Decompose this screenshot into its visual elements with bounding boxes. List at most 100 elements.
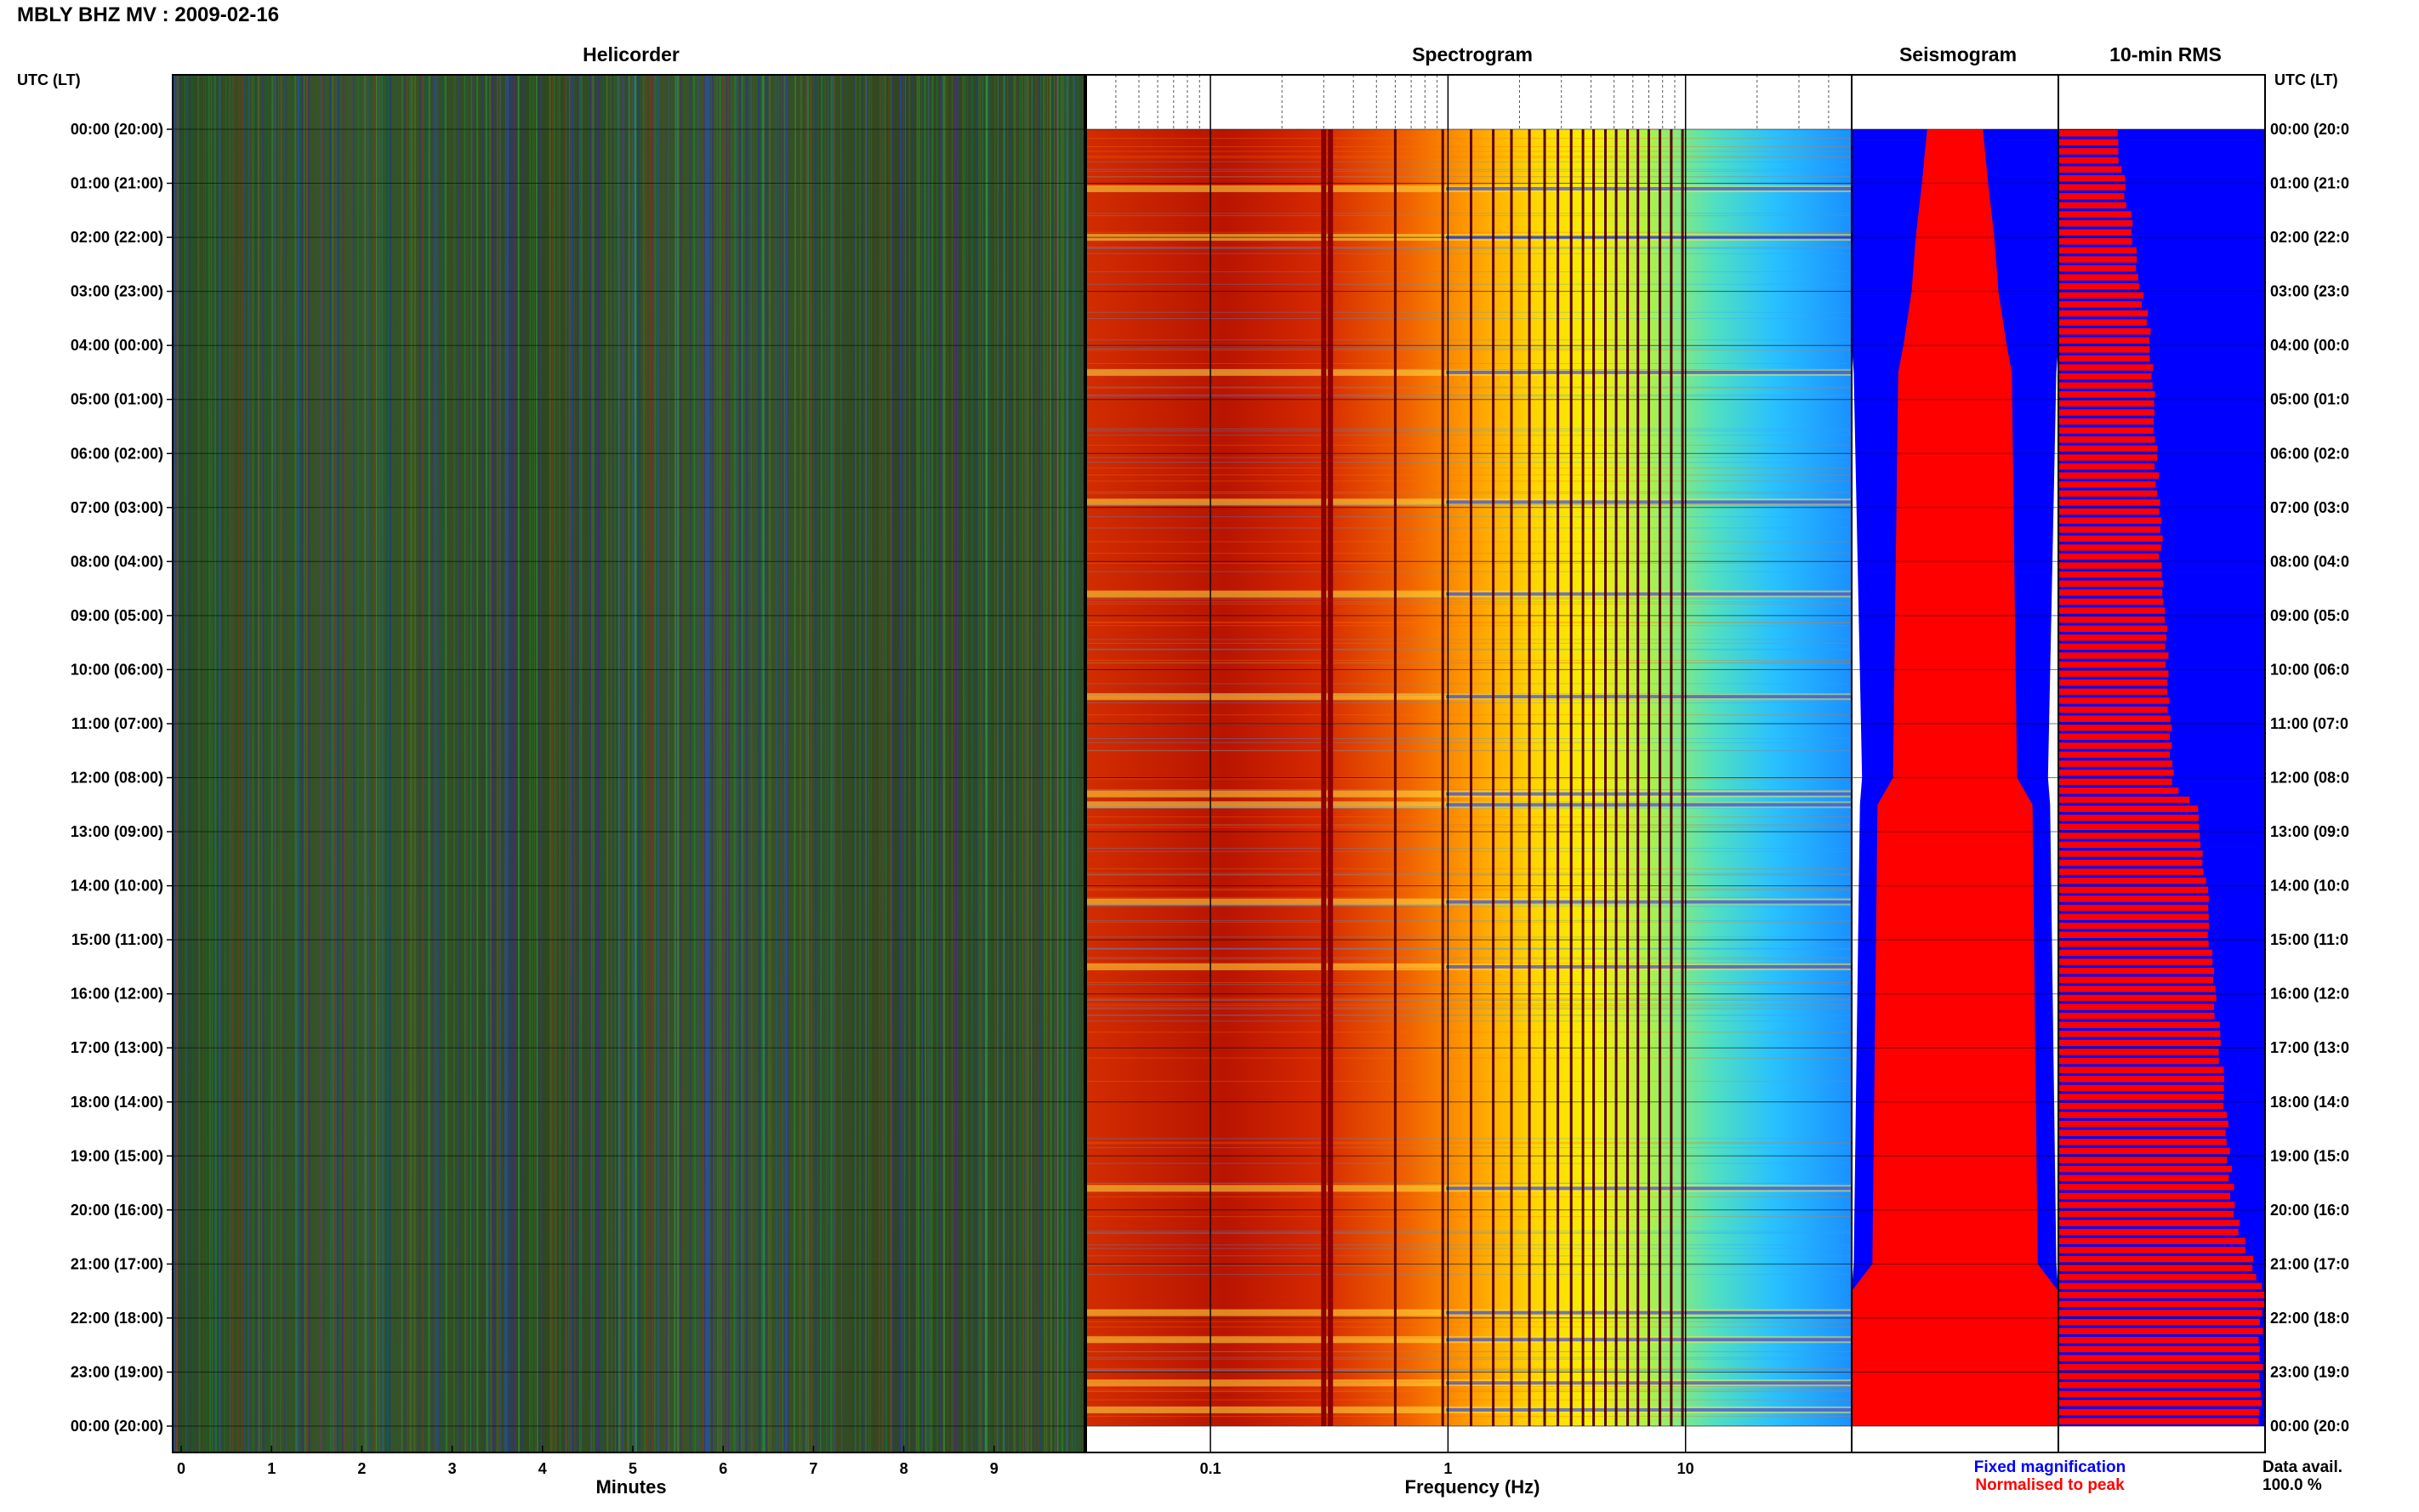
helicorder-trace	[750, 75, 753, 1452]
helicorder-trace	[882, 75, 885, 1452]
right-time-label: 14:00 (10:0	[2270, 878, 2349, 895]
helicorder-trace	[953, 75, 956, 1452]
rms-bar	[2058, 1102, 2223, 1110]
rms-bar	[2058, 823, 2200, 830]
rms-bar	[2058, 986, 2216, 992]
helicorder-trace	[590, 75, 594, 1452]
helicorder-trace	[707, 75, 710, 1452]
rms-bar	[2058, 580, 2164, 587]
helicorder-trace	[487, 75, 491, 1452]
helicorder-trace	[887, 75, 891, 1452]
rms-bar	[2058, 1049, 2219, 1055]
minutes-tick-label: 1	[267, 1460, 276, 1477]
rms-bar	[2058, 1057, 2219, 1065]
helicorder-trace	[470, 75, 472, 1452]
helicorder-trace	[214, 75, 217, 1452]
helicorder-trace	[726, 75, 730, 1452]
helicorder-trace	[555, 75, 559, 1452]
helicorder-trace	[409, 75, 413, 1452]
minutes-axis: 0 1 2 3 4 5 6 7 8 9	[177, 1446, 999, 1477]
helicorder-trace	[588, 75, 590, 1452]
helicorder-trace	[898, 75, 902, 1452]
helicorder-trace	[634, 75, 637, 1452]
rms-bar	[2058, 364, 2154, 371]
helicorder-trace	[955, 75, 959, 1452]
helicorder-trace	[819, 75, 822, 1452]
helicorder-trace	[1077, 75, 1079, 1452]
helicorder-trace	[782, 75, 785, 1452]
rms-bar	[2058, 1021, 2220, 1028]
helicorder-trace	[570, 75, 572, 1452]
rms-bar	[2058, 148, 2119, 155]
rms-bar	[2058, 1292, 2265, 1299]
helicorder-trace	[353, 75, 356, 1452]
helicorder-trace	[549, 75, 551, 1452]
helicorder-trace	[208, 75, 212, 1452]
helicorder-trace	[637, 75, 640, 1452]
helicorder-trace	[693, 75, 697, 1452]
helicorder-trace	[464, 75, 466, 1452]
helicorder-trace	[805, 75, 810, 1452]
helicorder-trace	[517, 75, 521, 1452]
helicorder-trace	[822, 75, 825, 1452]
helicorder-trace	[1038, 75, 1042, 1452]
helicorder-trace	[211, 75, 213, 1452]
left-time-label: 04:00 (00:00)	[71, 337, 163, 354]
helicorder-trace	[564, 75, 566, 1452]
rms-bar	[2058, 535, 2163, 543]
rms-bar	[2058, 796, 2190, 804]
rms-bar	[2058, 1382, 2261, 1389]
rms-bar	[2058, 958, 2213, 965]
rms-bar	[2058, 508, 2160, 515]
helicorder-trace	[580, 75, 583, 1452]
helicorder-trace	[1030, 75, 1033, 1452]
rms-bar	[2058, 1355, 2260, 1361]
helicorder-trace	[618, 75, 621, 1452]
helicorder-trace	[1032, 75, 1035, 1452]
helicorder-trace	[988, 75, 991, 1452]
helicorder-trace	[1080, 75, 1083, 1452]
rms-bar	[2058, 1111, 2227, 1118]
helicorder-trace	[225, 75, 228, 1452]
rms-bar	[2058, 859, 2203, 867]
right-time-label: 02:00 (22:0	[2270, 229, 2349, 246]
rms-bar	[2058, 841, 2200, 849]
helicorder-trace	[765, 75, 769, 1452]
helicorder-trace	[631, 75, 634, 1452]
helicorder-trace	[406, 75, 409, 1452]
helicorder-trace	[768, 75, 771, 1452]
helicorder-trace	[720, 75, 724, 1452]
helicorder-trace	[401, 75, 404, 1452]
rms-bar	[2058, 219, 2133, 227]
helicorder-trace	[760, 75, 762, 1452]
rms-bar	[2058, 319, 2147, 326]
helicorder-trace	[492, 75, 495, 1452]
helicorder-trace	[558, 75, 561, 1452]
frequency-tick-label: 10	[1677, 1460, 1694, 1477]
rms-bar	[2058, 166, 2122, 173]
frequency-tick-label: 1	[1443, 1460, 1452, 1477]
rms-bar	[2058, 625, 2167, 632]
rms-bar	[2058, 941, 2209, 947]
helicorder-trace	[255, 75, 257, 1452]
left-time-label: 10:00 (06:00)	[71, 661, 163, 678]
left-time-label: 21:00 (17:00)	[71, 1255, 163, 1272]
helicorder-trace	[1016, 75, 1018, 1452]
helicorder-trace	[719, 75, 723, 1452]
helicorder-trace	[1007, 75, 1010, 1452]
seismogram-title: Seismogram	[1899, 43, 2017, 65]
rms-bar	[2058, 247, 2137, 254]
rms-bar	[2058, 976, 2214, 983]
helicorder-trace	[1045, 75, 1049, 1452]
rms-bar	[2058, 1310, 2262, 1316]
helicorder-trace	[768, 75, 771, 1452]
rms-blank-top	[2058, 75, 2265, 129]
helicorder-trace	[381, 75, 384, 1452]
helicorder-trace	[854, 75, 857, 1452]
helicorder-trace	[333, 75, 336, 1452]
rms-bar	[2058, 661, 2166, 668]
rms-bar	[2058, 1066, 2224, 1073]
helicorder-trace	[921, 75, 924, 1452]
rms-bar	[2058, 1003, 2215, 1010]
right-time-label: 19:00 (15:0	[2270, 1147, 2349, 1164]
